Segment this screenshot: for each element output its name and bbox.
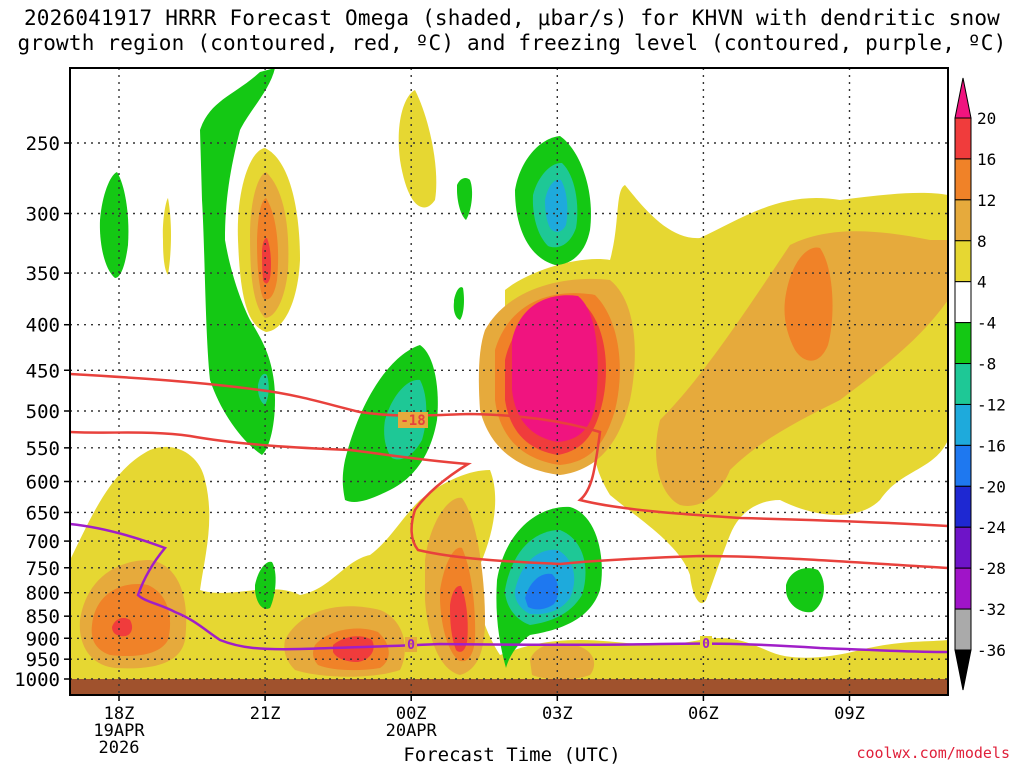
omega-blue-03z-lower	[525, 573, 559, 610]
omega-orange-east	[784, 247, 833, 361]
omega-red-mid	[333, 636, 374, 662]
colorbar-swatch	[954, 608, 972, 651]
dgz-label: -18	[398, 412, 428, 429]
omega-yellow-upper-00z	[398, 90, 437, 208]
y-axis: 2503003504004505005506006507007508008509…	[14, 133, 70, 691]
y-tick-label: 400	[26, 315, 60, 337]
colorbar: 20 16 12 8 4 -4 -8 -12 -16 -20 -24 -28 -32 -36	[954, 77, 1006, 691]
colorbar-swatch	[954, 526, 972, 569]
x-tick-label: 00Z	[396, 704, 427, 724]
colorbar-swatch	[954, 281, 972, 324]
colorbar-max-triangle	[954, 77, 972, 119]
colorbar-label: 16	[977, 150, 996, 169]
x-tick-date: 20APR	[386, 721, 438, 741]
title-line-2: growth region (contoured, red, ºC) and f…	[17, 31, 1007, 55]
x-axis-title: Forecast Time (UTC)	[403, 744, 621, 766]
chart-title: 2026041917 HRRR Forecast Omega (shaded, …	[0, 6, 1024, 56]
colorbar-swatch	[954, 199, 972, 242]
omega-green-small-00z	[457, 177, 473, 220]
omega-cyan-03z-upper	[545, 179, 568, 232]
y-tick-label: 850	[26, 606, 60, 628]
y-tick-label: 450	[26, 360, 60, 382]
y-tick-label: 900	[26, 628, 60, 650]
omega-green-18z-upper	[99, 172, 129, 278]
freezing-label-06z-text: 0	[702, 637, 710, 652]
omega-green-dot-21z	[255, 561, 276, 609]
colorbar-label: 20	[977, 109, 996, 128]
y-tick-label: 750	[26, 558, 60, 580]
colorbar-label: -24	[977, 518, 1006, 537]
y-tick-label: 1000	[14, 669, 60, 691]
omega-gold-east	[656, 231, 948, 506]
colorbar-label: -28	[977, 559, 1006, 578]
dgz-label-text: -18	[400, 413, 425, 429]
dgz-top-contour	[70, 372, 948, 528]
x-tick-date: 19APR	[93, 721, 145, 741]
y-tick-label: 500	[26, 401, 60, 423]
freezing-label-06z-bg	[700, 636, 712, 651]
y-tick-label: 800	[26, 583, 60, 605]
colorbar-swatch	[954, 158, 972, 201]
colorbar-label: 4	[977, 273, 987, 292]
x-tick-label: 09Z	[834, 704, 865, 724]
y-tick-label: 300	[26, 203, 60, 225]
colorbar-label: -16	[977, 436, 1006, 455]
colorbar-label: -12	[977, 395, 1006, 414]
omega-red-00z	[450, 585, 468, 652]
colorbar-label: -32	[977, 600, 1006, 619]
freezing-label-00z-text: 0	[407, 638, 415, 653]
x-tick-label: 06Z	[688, 704, 719, 724]
freezing-label-00z: 0	[405, 637, 417, 653]
y-tick-label: 700	[26, 531, 60, 553]
dgz-contours	[70, 372, 948, 570]
colorbar-label: -36	[977, 641, 1006, 660]
colorbar-swatch	[954, 322, 972, 365]
colorbar-swatch	[954, 444, 972, 487]
colorbar-swatch	[954, 240, 972, 283]
y-tick-label: 950	[26, 649, 60, 671]
omega-yellow-sliver	[162, 198, 171, 275]
colorbar-label: 12	[977, 191, 996, 210]
colorbar-swatch	[954, 403, 972, 446]
credit-text: coolwx.com/models	[856, 744, 1010, 762]
omega-red-west	[112, 618, 133, 637]
x-tick-label: 21Z	[250, 704, 281, 724]
omega-magenta-core	[512, 295, 598, 442]
y-tick-label: 550	[26, 438, 60, 460]
omega-red-21z	[262, 238, 271, 284]
omega-green-dot-07z	[786, 568, 824, 613]
colorbar-swatch	[954, 117, 972, 160]
y-tick-label: 250	[26, 133, 60, 155]
freezing-level-contour	[70, 522, 948, 654]
colorbar-label: -20	[977, 477, 1006, 496]
colorbar-label: -4	[977, 314, 996, 333]
omega-gold-03z-low	[530, 643, 595, 680]
colorbar-label: 8	[977, 232, 987, 251]
colorbar-swatch	[954, 363, 972, 405]
colorbar-label: -8	[977, 355, 996, 374]
ground-surface	[70, 679, 948, 695]
freezing-label-00z-bg	[405, 637, 417, 652]
plot-frame	[69, 67, 949, 696]
x-tick-year: 2026	[99, 738, 140, 758]
y-tick-label: 350	[26, 263, 60, 285]
dgz-bottom-contour	[70, 430, 948, 570]
freezing-label-06z: 0	[700, 636, 712, 652]
x-tick-label: 18Z	[104, 704, 135, 724]
dgz-label-bg	[398, 412, 428, 428]
x-tick-label: 03Z	[542, 704, 573, 724]
omega-green-upper-west	[200, 68, 275, 455]
title-line-1: 2026041917 HRRR Forecast Omega (shaded, …	[23, 6, 1001, 30]
omega-green-small-00z-b	[453, 287, 464, 320]
colorbar-swatch	[954, 485, 972, 528]
y-tick-label: 600	[26, 471, 60, 493]
y-tick-label: 650	[26, 502, 60, 524]
colorbar-min-triangle	[954, 649, 972, 691]
colorbar-swatch	[954, 567, 972, 610]
